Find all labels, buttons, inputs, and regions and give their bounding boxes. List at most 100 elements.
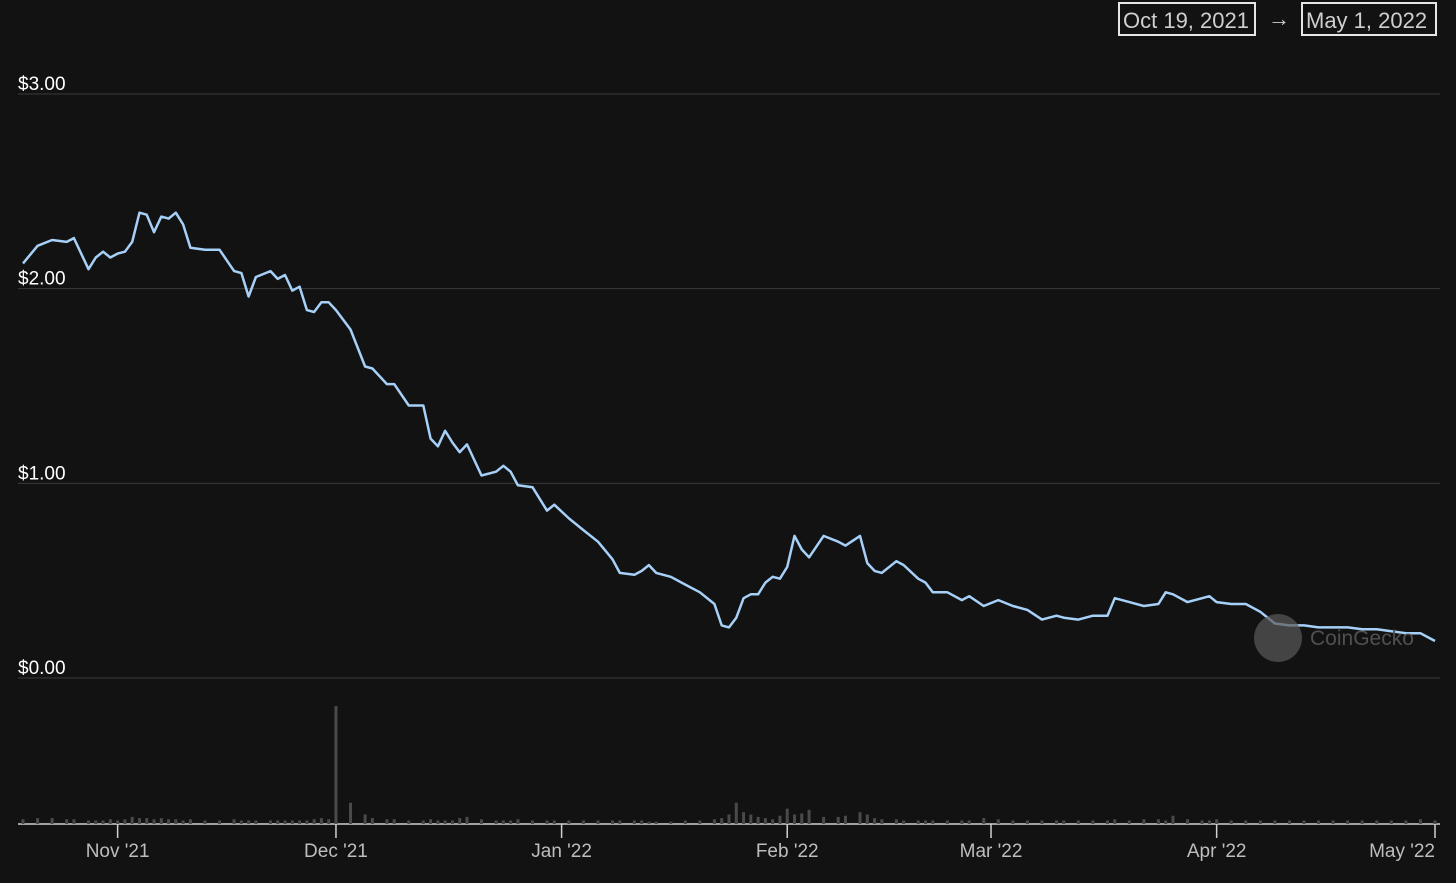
volume-bar xyxy=(1055,820,1059,824)
volume-bar xyxy=(1127,820,1131,824)
volume-bar xyxy=(1164,820,1168,824)
range-end[interactable]: May 1, 2022 xyxy=(1301,2,1437,36)
volume-bar xyxy=(647,821,651,824)
volume-bar xyxy=(1375,820,1379,824)
volume-bar xyxy=(1156,819,1160,824)
volume-bar xyxy=(618,820,622,824)
volume-bar xyxy=(21,819,25,824)
volume-bar xyxy=(283,820,287,824)
volume-bar xyxy=(501,820,505,824)
volume-bar xyxy=(778,815,782,824)
volume-bar xyxy=(239,820,243,824)
volume-bar xyxy=(87,820,91,824)
volume-bar xyxy=(1389,820,1393,824)
volume-bar xyxy=(1105,820,1109,824)
volume-bar xyxy=(407,820,411,824)
volume-bar xyxy=(545,820,549,824)
volume-bar xyxy=(727,814,731,824)
x-tick-label: May '22 xyxy=(1369,841,1435,862)
watermark-logo xyxy=(1254,614,1302,662)
range-start[interactable]: Oct 19, 2021 xyxy=(1118,2,1256,36)
volume-bar xyxy=(101,820,105,824)
volume-bar xyxy=(1360,820,1364,824)
volume-bar xyxy=(960,820,964,824)
volume-bar xyxy=(902,820,906,824)
volume-bar xyxy=(858,812,862,824)
x-tick-label: Dec '21 xyxy=(304,841,368,862)
volume-bar xyxy=(370,818,374,824)
volume-bar xyxy=(1302,820,1306,824)
volume-bar xyxy=(669,821,673,824)
volume-bar xyxy=(312,819,316,824)
volume-bar xyxy=(392,819,396,824)
volume-bar xyxy=(305,820,309,824)
volume-bar xyxy=(108,819,112,824)
volume-bar xyxy=(436,820,440,824)
volume-bar xyxy=(465,816,469,824)
volume-bar xyxy=(1062,820,1066,824)
volume-bar xyxy=(72,819,76,824)
x-tick-label: Nov '21 xyxy=(86,841,150,862)
volume-bar xyxy=(334,706,338,824)
x-tick-label: Feb '22 xyxy=(756,841,819,862)
volume-bar xyxy=(1433,820,1437,824)
volume-bar xyxy=(567,820,571,824)
volume-bar xyxy=(611,820,615,824)
volume-bar xyxy=(785,808,789,824)
volume-bar xyxy=(174,819,178,824)
volume-bar xyxy=(734,802,738,824)
volume-bar xyxy=(349,802,353,824)
volume-bar xyxy=(931,820,935,824)
volume-bar xyxy=(1215,819,1219,824)
volume-bar xyxy=(836,816,840,824)
volume-bar xyxy=(581,820,585,824)
volume-bar xyxy=(793,814,797,824)
volume-bar xyxy=(94,820,98,824)
volume-bar xyxy=(443,820,447,824)
volume-bar xyxy=(1200,820,1204,824)
watermark-text: CoinGecko xyxy=(1310,627,1414,650)
volume-bar xyxy=(181,820,185,824)
volume-bar xyxy=(865,814,869,824)
volume-bar xyxy=(720,818,724,824)
watermark: CoinGecko xyxy=(1254,614,1414,662)
volume-bar xyxy=(1287,820,1291,824)
volume-bar xyxy=(996,819,1000,824)
volume-bar xyxy=(640,820,644,824)
volume-bar xyxy=(130,816,134,824)
volume-bar xyxy=(742,812,746,824)
volume-bar xyxy=(1317,820,1321,824)
volume-bars xyxy=(21,706,1437,824)
volume-bar xyxy=(1418,819,1422,824)
volume-bar xyxy=(123,819,127,824)
price-line xyxy=(22,211,1436,643)
volume-bar xyxy=(945,820,949,824)
volume-bar xyxy=(232,819,236,824)
volume-bar xyxy=(65,819,69,824)
volume-bar xyxy=(1011,820,1015,824)
volume-bar xyxy=(1404,820,1408,824)
volume-bar xyxy=(298,820,302,824)
volume-bar xyxy=(188,819,192,824)
y-tick-label: $3.00 xyxy=(18,74,66,95)
x-tick-label: Jan '22 xyxy=(531,841,592,862)
volume-bar xyxy=(480,819,484,824)
volume-bar xyxy=(319,818,323,824)
volume-bar xyxy=(771,819,775,824)
volume-bar xyxy=(916,820,920,824)
volume-bar xyxy=(683,820,687,824)
volume-bar xyxy=(1331,820,1335,824)
volume-bar xyxy=(116,820,120,824)
volume-bar xyxy=(137,818,141,824)
volume-bar xyxy=(800,813,804,824)
volume-bar xyxy=(596,820,600,824)
volume-bar xyxy=(509,820,513,824)
volume-bar xyxy=(421,820,425,824)
volume-bar xyxy=(698,820,702,824)
volume-bar xyxy=(552,820,556,824)
volume-bar xyxy=(327,819,331,824)
volume-bar xyxy=(1142,819,1146,824)
volume-bar xyxy=(152,819,156,824)
volume-bar xyxy=(218,820,222,824)
